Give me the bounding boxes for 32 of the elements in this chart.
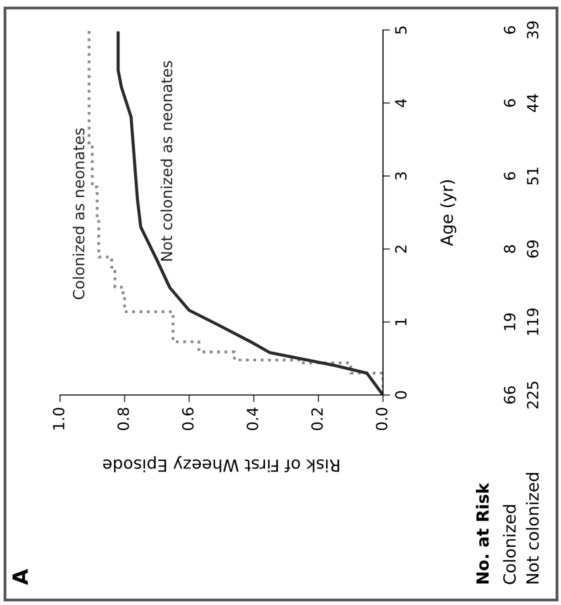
text: A <box>12 568 28 585</box>
x-tick-label: 0.2 <box>311 408 323 430</box>
text: 6 <box>504 99 516 107</box>
text: 6 <box>504 26 516 34</box>
x-tick-label: 0.0 <box>376 408 388 430</box>
x-axis-title: Risk of First Wheezy Episode <box>103 456 340 472</box>
text: Not colonized <box>526 473 539 584</box>
text: 119 <box>526 308 538 335</box>
y-tick-label: 3 <box>395 172 407 180</box>
y-tick-label: 4 <box>395 98 406 108</box>
text: Colonized as neonates <box>72 128 84 300</box>
text: 39 <box>526 21 538 39</box>
text: 19 <box>504 313 516 330</box>
y-tick-label: 5 <box>395 26 407 34</box>
text: 51 <box>527 168 538 185</box>
text: Not colonized as neonates <box>160 61 172 261</box>
x-tick-label: 0.4 <box>246 408 258 430</box>
x-tick-label: 1.0 <box>52 408 64 430</box>
text: 8 <box>504 245 516 253</box>
x-tick-label: 0.8 <box>117 408 130 430</box>
text: 69 <box>526 240 538 258</box>
y-axis-title: Age (yr) <box>440 180 456 246</box>
y-tick-label: 2 <box>395 246 406 253</box>
x-tick-label: 0.6 <box>182 408 194 430</box>
text: 44 <box>527 94 538 112</box>
text: Colonized <box>502 505 516 584</box>
y-tick-label: 1 <box>395 318 406 326</box>
text: 6 <box>504 172 516 180</box>
text: No. at Risk <box>476 482 489 584</box>
y-tick-label: 0 <box>395 391 407 399</box>
text: 66 <box>504 386 516 404</box>
text: 225 <box>526 382 538 408</box>
